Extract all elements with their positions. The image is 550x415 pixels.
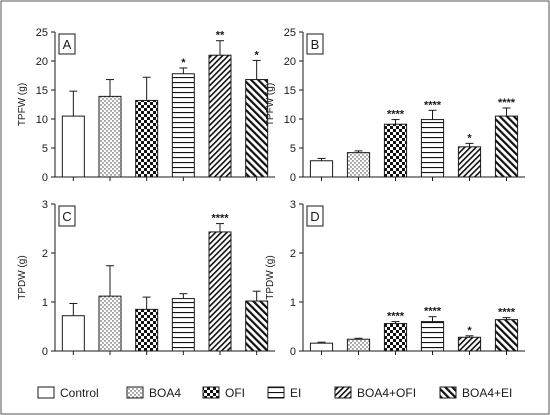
y-axis-title: TPFW (g) <box>17 83 28 126</box>
panel-label: C <box>62 209 71 224</box>
legend-item: BOA4 <box>126 386 181 400</box>
panel-label: B <box>311 37 320 52</box>
y-tick-label: 0 <box>42 346 48 358</box>
significance-mark: **** <box>387 311 405 323</box>
bar <box>61 315 85 352</box>
legend-swatch <box>202 386 220 399</box>
bar <box>135 99 159 178</box>
bar <box>61 115 85 178</box>
y-tick-label: 20 <box>36 56 48 68</box>
significance-mark: * <box>467 325 472 337</box>
panel-c: 0 1 2 3 TPDW (g) C **** <box>17 199 275 358</box>
legend-swatch <box>334 386 352 399</box>
y-tick-label: 15 <box>36 85 48 97</box>
bar <box>309 160 334 178</box>
significance-mark: **** <box>498 97 516 109</box>
bar <box>420 119 445 178</box>
significance-mark: **** <box>498 307 516 319</box>
bar <box>457 336 482 352</box>
legend-item: BOA4+EI <box>439 386 512 400</box>
y-tick-label: 10 <box>284 114 296 126</box>
y-tick-label: 0 <box>290 346 296 358</box>
legend-label: EI <box>290 386 301 400</box>
legend-item: Control <box>37 386 99 400</box>
bar <box>309 342 334 352</box>
y-tick-label: 1 <box>42 297 48 309</box>
y-tick-label: 2 <box>290 248 296 260</box>
bar <box>171 73 195 178</box>
bar <box>98 295 122 352</box>
legend-swatch <box>126 386 144 399</box>
panel-label-box <box>306 33 324 55</box>
panel-label-box <box>58 33 76 55</box>
panel-label: D <box>310 209 319 224</box>
y-tick-label: 25 <box>36 27 48 39</box>
significance-mark: **** <box>211 213 229 225</box>
legend-item: EI <box>267 386 301 400</box>
significance-mark: ** <box>216 30 225 42</box>
legend-item: OFI <box>202 386 245 400</box>
y-tick-label: 5 <box>290 143 296 155</box>
legend-swatch <box>267 386 285 399</box>
bar <box>383 323 408 352</box>
significance-mark: * <box>255 49 260 61</box>
bar <box>98 95 122 178</box>
legend-label: OFI <box>225 386 245 400</box>
y-tick-label: 1 <box>290 297 296 309</box>
y-tick-label: 25 <box>284 27 296 39</box>
y-axis-title: TPDW (g) <box>17 255 28 299</box>
legend-label: BOA4 <box>149 386 181 400</box>
bar <box>494 115 519 178</box>
legend-label: BOA4+EI <box>462 386 512 400</box>
significance-mark: **** <box>424 306 442 318</box>
bar <box>383 123 408 178</box>
y-tick-label: 5 <box>42 143 48 155</box>
legend-swatch <box>37 386 55 399</box>
bar <box>208 54 232 178</box>
bar <box>135 308 159 352</box>
legend-swatch <box>439 386 457 399</box>
panel-label-box <box>306 205 324 227</box>
significance-mark: **** <box>387 109 405 121</box>
significance-mark: * <box>467 132 472 144</box>
y-tick-label: 0 <box>290 172 296 184</box>
bar <box>245 300 269 352</box>
bar <box>171 298 195 352</box>
y-axis-title: TPDW (g) <box>265 255 276 299</box>
y-tick-label: 3 <box>290 199 296 211</box>
bar <box>208 231 232 352</box>
y-tick-label: 3 <box>42 199 48 211</box>
significance-mark: * <box>181 57 186 69</box>
y-tick-label: 15 <box>284 85 296 97</box>
legend: Control BOA4 OFI EI BOA4+OFI BOA4+EI <box>37 386 512 400</box>
legend-item: BOA4+OFI <box>334 386 416 400</box>
bar <box>494 319 519 352</box>
y-tick-label: 0 <box>42 172 48 184</box>
y-tick-label: 2 <box>42 248 48 260</box>
panel-label: A <box>63 37 72 52</box>
significance-mark: **** <box>424 99 442 111</box>
legend-label: BOA4+OFI <box>357 386 416 400</box>
bar <box>457 146 482 178</box>
y-axis-title: TPFW (g) <box>265 83 276 126</box>
y-tick-label: 20 <box>284 56 296 68</box>
bar <box>346 152 371 178</box>
bar <box>420 321 445 352</box>
bar <box>346 338 371 352</box>
y-tick-label: 10 <box>36 114 48 126</box>
panel-label-box <box>58 205 76 227</box>
legend-label: Control <box>60 386 99 400</box>
